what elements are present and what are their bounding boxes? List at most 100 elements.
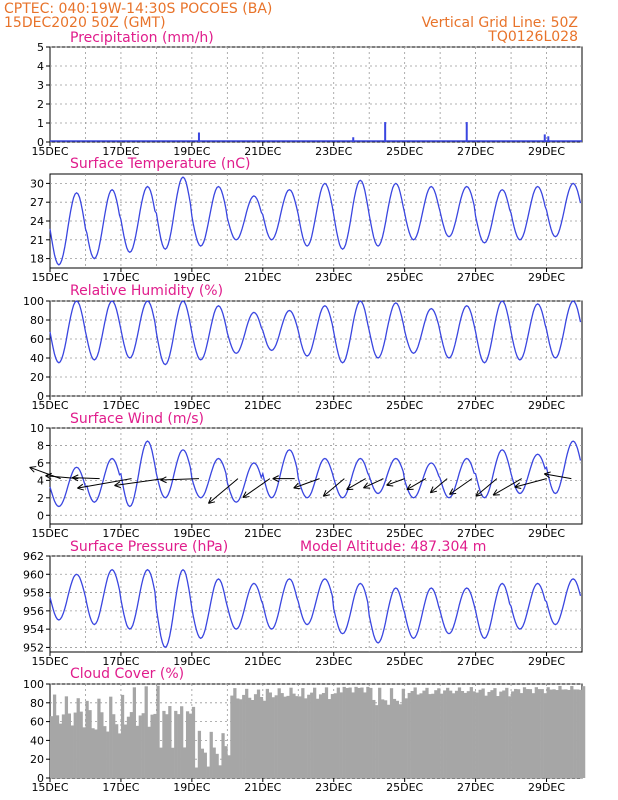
rh-ytick-label: 60 <box>30 333 44 346</box>
wind-arrow-head <box>543 471 551 479</box>
precip-xtick-label: 25DEC <box>386 145 423 158</box>
wind-arrow-head <box>475 489 483 497</box>
cloud-xtick-label: 25DEC <box>386 781 423 794</box>
cloud-bar <box>386 704 391 778</box>
cloud-bar <box>475 692 479 778</box>
cloud-bar <box>428 694 432 778</box>
cloud-bar <box>123 724 128 778</box>
cloud-xtick-label: 19DEC <box>173 781 210 794</box>
cloud-bar <box>469 687 473 778</box>
precip-ytick-label: 3 <box>37 79 44 92</box>
cloud-bar <box>174 710 178 778</box>
wind-arrow <box>322 478 345 497</box>
temp-xtick-label: 19DEC <box>173 271 210 284</box>
cloud-bar <box>431 693 435 778</box>
precip-xtick-label: 19DEC <box>173 145 210 158</box>
wind-arrow <box>449 478 473 495</box>
cloud-ytick-label: 20 <box>30 753 44 766</box>
cloud-bar <box>265 688 270 778</box>
wind-arrow-head <box>363 482 371 489</box>
cloud-bar <box>230 695 234 778</box>
rh-ytick-label: 0 <box>37 390 44 403</box>
cloud-bar <box>262 700 267 778</box>
cloud-bar <box>286 695 290 778</box>
cloud-bar <box>106 731 110 778</box>
cloud-bar <box>67 713 71 778</box>
cloud-bar <box>372 699 376 778</box>
precip-frame <box>49 46 583 143</box>
cloud-bar <box>259 697 264 778</box>
cloud-bar <box>528 689 533 778</box>
cloud-bar <box>330 694 335 778</box>
wind-xtick-label: 29DEC <box>528 527 565 540</box>
temp-series-line <box>49 176 582 266</box>
cloud-bar <box>446 687 450 778</box>
cloud-bar <box>82 727 86 778</box>
rh-xtick-label: 17DEC <box>102 399 139 412</box>
press-xtick-label: 23DEC <box>315 655 352 668</box>
temp-ytick-label: 24 <box>30 215 44 228</box>
cloud-bar <box>511 691 515 778</box>
cloud-bar <box>212 747 216 778</box>
temp-ytick-label: 21 <box>30 234 44 247</box>
cloud-bar <box>363 692 367 778</box>
panel-rh: 15DEC 17DEC 19DEC 21DEC 23DEC 25DEC 27DEC 29DEC… <box>23 295 583 412</box>
cloud-bar <box>555 690 559 778</box>
panel-wind: 15DEC 17DEC 19DEC 21DEC 23DEC 25DEC 27DEC 29DEC… <box>29 422 583 540</box>
cloud-bar <box>540 689 544 778</box>
press-series-line <box>49 568 582 649</box>
wind-arrow-head <box>77 483 84 491</box>
cloud-bar <box>339 692 343 778</box>
wind-arrow-head <box>429 486 438 494</box>
cloud-bar <box>484 695 488 778</box>
rh-ytick-label: 20 <box>30 371 44 384</box>
wind-ytick-label: 2 <box>37 492 44 505</box>
cloud-bar <box>318 694 323 778</box>
cloud-bar <box>256 689 261 778</box>
cloud-bar <box>434 690 438 778</box>
cloud-bar <box>357 687 361 778</box>
cloud-bar <box>292 693 296 778</box>
precip-title: Precipitation (mm/h) <box>70 30 214 46</box>
cloud-bar <box>401 688 405 778</box>
cloud-bar <box>236 698 240 778</box>
cloud-bar <box>103 726 107 778</box>
cloud-bar <box>295 696 299 778</box>
wind-arrow-head <box>114 481 121 489</box>
temp-xtick-label: 23DEC <box>315 271 352 284</box>
temp-title: Surface Temperature (nC) <box>70 156 251 172</box>
press-ytick-label: 958 <box>23 587 44 600</box>
cloud-bar <box>185 711 190 778</box>
cloud-bar <box>141 713 145 778</box>
cloud-bar <box>327 699 332 778</box>
cloud-bar <box>289 687 293 778</box>
cloud-bar <box>375 705 379 778</box>
wind-arrow <box>72 477 100 480</box>
rh-series-line <box>49 300 582 366</box>
cloud-bar <box>79 711 83 778</box>
cloud-bar <box>336 687 340 778</box>
header-location: CPTEC: 040:19W-14:30S POCOES (BA) <box>4 1 272 17</box>
cloud-bar <box>378 687 382 778</box>
wind-arrow-head <box>71 474 79 482</box>
cloud-bar <box>76 698 80 778</box>
cloud-bar <box>70 725 74 778</box>
precip-xtick-label: 23DEC <box>315 145 352 158</box>
wind-ytick-label: 0 <box>37 509 44 522</box>
cloud-bar <box>496 696 500 778</box>
cloud-bar <box>280 693 284 778</box>
wind-arrow <box>475 478 498 497</box>
cloud-bar <box>564 689 568 778</box>
temp-ytick-label: 30 <box>30 177 44 190</box>
cloud-bar <box>150 714 154 778</box>
press-ytick-label: 952 <box>23 641 44 654</box>
wind-arrow-head <box>514 482 522 489</box>
wind-arrow-head <box>242 491 250 499</box>
wind-arrow <box>544 473 572 480</box>
header-grid-note: Vertical Grid Line: 50Z <box>422 15 578 31</box>
precip-ytick-label: 1 <box>37 117 44 130</box>
wind-arrow <box>363 478 384 489</box>
cloud-bar <box>410 691 414 778</box>
precip-bar <box>197 132 200 142</box>
wind-arrow <box>114 478 164 487</box>
